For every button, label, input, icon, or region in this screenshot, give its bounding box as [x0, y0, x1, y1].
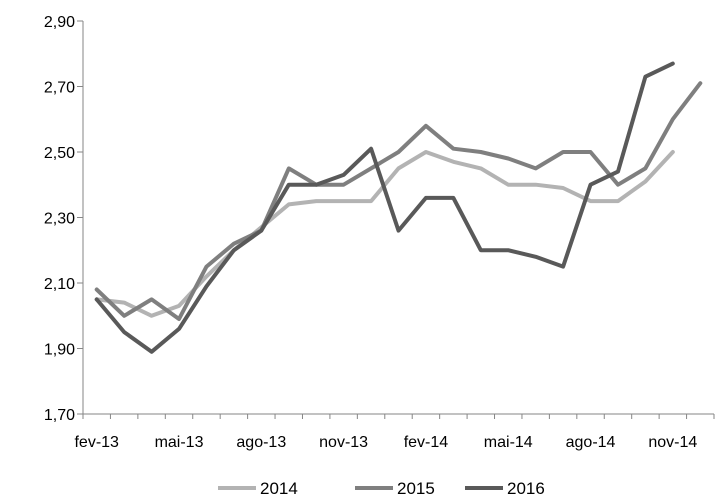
series-line-2016	[94, 61, 675, 354]
x-tick-label-fev-14: fev-14	[404, 434, 449, 451]
legend-label-2016: 2016	[507, 479, 545, 497]
x-tick-group: fev-13 mai-13 ago-13 nov-13 fev-14 mai-14 ago-…	[74, 414, 715, 451]
legend: 2014 2015 2016	[218, 479, 545, 497]
y-tick-label-2-30: 2,30	[44, 211, 75, 228]
x-tick-label-ago-14: ago-14	[566, 434, 616, 451]
y-tick-label-2-50: 2,50	[44, 145, 75, 162]
y-tick-label-1-90: 1,90	[44, 342, 75, 359]
x-tick-label-nov-13: nov-13	[319, 434, 368, 451]
series-line-2014	[94, 150, 675, 318]
y-tick-label-1-70: 1,70	[44, 407, 75, 424]
legend-label-2015: 2015	[397, 479, 435, 497]
legend-label-2014: 2014	[260, 479, 298, 497]
y-tick-label-2-90: 2,90	[44, 14, 75, 31]
x-tick-label-fev-13: fev-13	[74, 434, 119, 451]
x-tick-label-mai-13: mai-13	[155, 434, 204, 451]
x-tick-label-nov-14: nov-14	[648, 434, 697, 451]
y-tick-label-2-10: 2,10	[44, 276, 75, 293]
y-tick-label-2-70: 2,70	[44, 80, 75, 97]
series-lines	[94, 61, 703, 354]
y-tick-group: 1,70 1,90 2,10 2,30 2,50 2,70 2,90	[44, 14, 83, 424]
series-line-2015	[94, 81, 703, 321]
x-tick-label-mai-14: mai-14	[484, 434, 533, 451]
x-tick-label-ago-13: ago-13	[236, 434, 286, 451]
